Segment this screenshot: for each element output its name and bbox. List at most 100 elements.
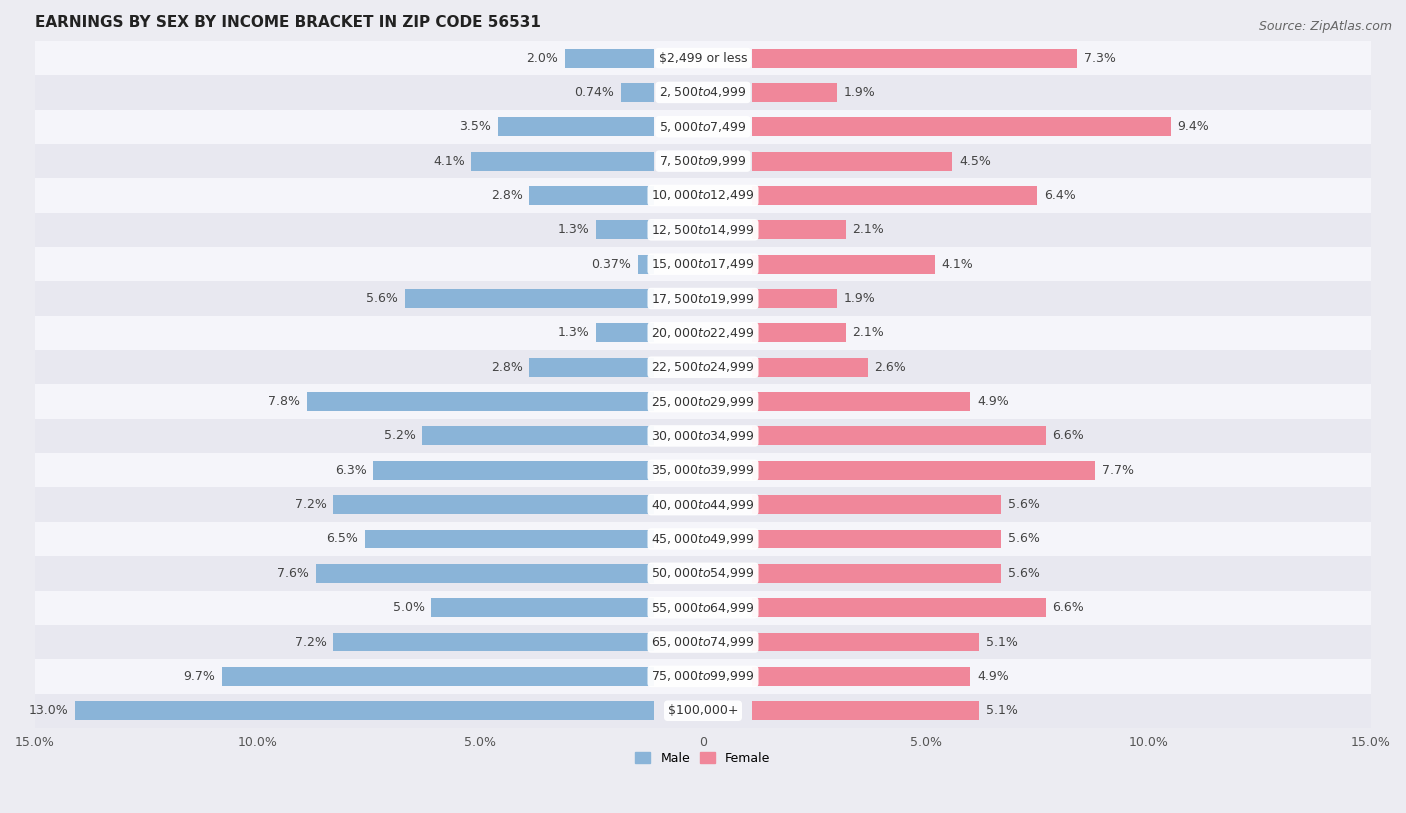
Bar [565, 49, 654, 67]
Bar [35, 453, 1371, 488]
Text: 4.9%: 4.9% [977, 670, 1008, 683]
Text: 7.8%: 7.8% [269, 395, 299, 408]
Text: $7,500 to $9,999: $7,500 to $9,999 [659, 154, 747, 168]
Bar [35, 419, 1371, 453]
Text: $15,000 to $17,499: $15,000 to $17,499 [651, 257, 755, 272]
Text: 2.8%: 2.8% [491, 361, 523, 374]
Text: $20,000 to $22,499: $20,000 to $22,499 [651, 326, 755, 340]
Bar [333, 633, 654, 651]
Bar [35, 178, 1371, 213]
Bar [315, 564, 654, 583]
Text: 2.1%: 2.1% [852, 224, 884, 237]
Bar [621, 83, 654, 102]
Bar [364, 529, 654, 549]
Text: 6.3%: 6.3% [335, 463, 367, 476]
Text: $2,500 to $4,999: $2,500 to $4,999 [659, 85, 747, 99]
Text: 5.1%: 5.1% [986, 636, 1018, 649]
Text: 0.37%: 0.37% [591, 258, 631, 271]
Text: 7.3%: 7.3% [1084, 51, 1116, 64]
Bar [35, 247, 1371, 281]
Bar [752, 83, 837, 102]
Bar [35, 110, 1371, 144]
Bar [75, 702, 654, 720]
Bar [35, 590, 1371, 625]
Text: 5.6%: 5.6% [1008, 533, 1040, 546]
Bar [35, 522, 1371, 556]
Text: 7.6%: 7.6% [277, 567, 309, 580]
Bar [432, 598, 654, 617]
Bar [752, 598, 1046, 617]
Bar [35, 41, 1371, 76]
Text: $2,499 or less: $2,499 or less [659, 51, 747, 64]
Text: $55,000 to $64,999: $55,000 to $64,999 [651, 601, 755, 615]
Bar [752, 289, 837, 308]
Text: 7.7%: 7.7% [1102, 463, 1133, 476]
Bar [752, 702, 979, 720]
Text: 2.0%: 2.0% [526, 51, 558, 64]
Bar [752, 392, 970, 411]
Bar [222, 667, 654, 686]
Bar [529, 186, 654, 205]
Text: $17,500 to $19,999: $17,500 to $19,999 [651, 292, 755, 306]
Text: 5.1%: 5.1% [986, 704, 1018, 717]
Bar [498, 117, 654, 137]
Bar [752, 495, 1001, 514]
Text: 7.2%: 7.2% [295, 498, 326, 511]
Text: 6.6%: 6.6% [1053, 601, 1084, 614]
Bar [752, 49, 1077, 67]
Text: $12,500 to $14,999: $12,500 to $14,999 [651, 223, 755, 237]
Bar [529, 358, 654, 376]
Bar [35, 659, 1371, 693]
Text: $25,000 to $29,999: $25,000 to $29,999 [651, 394, 755, 409]
Text: $45,000 to $49,999: $45,000 to $49,999 [651, 532, 755, 546]
Bar [752, 461, 1095, 480]
Text: $5,000 to $7,499: $5,000 to $7,499 [659, 120, 747, 134]
Text: 5.6%: 5.6% [1008, 498, 1040, 511]
Text: 6.6%: 6.6% [1053, 429, 1084, 442]
Text: 3.5%: 3.5% [460, 120, 492, 133]
Bar [35, 693, 1371, 728]
Text: $75,000 to $99,999: $75,000 to $99,999 [651, 669, 755, 684]
Text: $35,000 to $39,999: $35,000 to $39,999 [651, 463, 755, 477]
Text: $22,500 to $24,999: $22,500 to $24,999 [651, 360, 755, 374]
Bar [35, 281, 1371, 315]
Text: 5.2%: 5.2% [384, 429, 416, 442]
Text: EARNINGS BY SEX BY INCOME BRACKET IN ZIP CODE 56531: EARNINGS BY SEX BY INCOME BRACKET IN ZIP… [35, 15, 541, 30]
Text: 13.0%: 13.0% [28, 704, 69, 717]
Bar [752, 427, 1046, 446]
Bar [637, 254, 654, 274]
Bar [752, 117, 1171, 137]
Bar [422, 427, 654, 446]
Bar [307, 392, 654, 411]
Text: 6.4%: 6.4% [1043, 189, 1076, 202]
Bar [752, 186, 1038, 205]
Bar [35, 625, 1371, 659]
Text: 2.1%: 2.1% [852, 326, 884, 339]
Text: 4.1%: 4.1% [433, 154, 465, 167]
Text: $50,000 to $54,999: $50,000 to $54,999 [651, 567, 755, 580]
Bar [596, 324, 654, 342]
Text: 9.4%: 9.4% [1177, 120, 1209, 133]
Bar [35, 556, 1371, 590]
Text: 2.8%: 2.8% [491, 189, 523, 202]
Bar [752, 152, 952, 171]
Bar [752, 564, 1001, 583]
Text: 6.5%: 6.5% [326, 533, 359, 546]
Legend: Male, Female: Male, Female [630, 747, 776, 770]
Bar [752, 220, 845, 239]
Text: $100,000+: $100,000+ [668, 704, 738, 717]
Bar [35, 144, 1371, 178]
Text: 5.6%: 5.6% [366, 292, 398, 305]
Bar [35, 488, 1371, 522]
Bar [333, 495, 654, 514]
Bar [752, 633, 979, 651]
Text: 4.5%: 4.5% [959, 154, 991, 167]
Text: 1.9%: 1.9% [844, 292, 875, 305]
Bar [752, 667, 970, 686]
Text: 4.9%: 4.9% [977, 395, 1008, 408]
Text: 0.74%: 0.74% [575, 86, 614, 99]
Bar [752, 254, 935, 274]
Text: 1.3%: 1.3% [558, 326, 589, 339]
Text: 1.3%: 1.3% [558, 224, 589, 237]
Bar [35, 350, 1371, 385]
